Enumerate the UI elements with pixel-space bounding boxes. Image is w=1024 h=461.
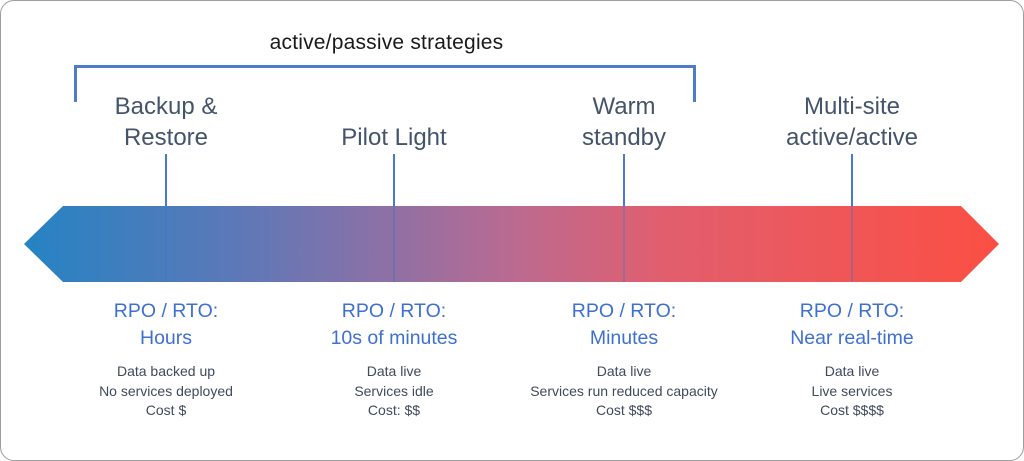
- rpo-rto-value: Minutes: [589, 327, 659, 349]
- rpo-rto-title: RPO / RTO:: [799, 300, 905, 322]
- rpo-rto-value: Near real-time: [790, 327, 914, 349]
- rpo-rto-warm-standby: RPO / RTO: Minutes: [494, 298, 754, 352]
- connector-line-multi-site: [851, 154, 853, 206]
- strategy-label-backup-restore: Backup & Restore: [114, 93, 218, 151]
- detail-line: Cost $: [145, 402, 187, 418]
- details-backup-restore: Data backed up No services deployed Cost…: [36, 362, 296, 421]
- detail-line: Data backed up: [116, 363, 216, 379]
- connector-overlay-multi-site: [851, 206, 853, 282]
- detail-line: Data live: [596, 363, 652, 379]
- rpo-rto-title: RPO / RTO:: [571, 300, 677, 322]
- strategy-label-pilot-light: Pilot Light: [341, 124, 447, 151]
- rpo-rto-title: RPO / RTO:: [113, 300, 219, 322]
- strategy-label-multi-site: Multi-site active/active: [785, 93, 919, 151]
- detail-line: Services run reduced capacity: [530, 382, 718, 399]
- strategy-label-warm-standby: Warm standby: [581, 93, 667, 151]
- detail-line: Data live: [366, 363, 422, 379]
- connector-overlay-pilot-light: [393, 206, 395, 282]
- rpo-rto-title: RPO / RTO:: [341, 300, 447, 322]
- details-warm-standby: Data live Services run reduced capacity …: [494, 362, 754, 421]
- detail-line: Live services: [811, 382, 893, 399]
- connector-line-warm-standby: [623, 154, 625, 206]
- detail-line: Cost $$$$: [820, 402, 884, 418]
- rpo-rto-value: 10s of minutes: [330, 327, 458, 349]
- detail-line: Data live: [824, 363, 880, 379]
- connector-overlay-backup-restore: [165, 206, 167, 282]
- connector-overlay-warm-standby: [623, 206, 625, 282]
- connector-line-backup-restore: [165, 154, 167, 206]
- detail-line: Cost: $$: [367, 402, 421, 418]
- details-pilot-light: Data live Services idle Cost: $$: [264, 362, 524, 421]
- double-headed-arrow-shape: [24, 206, 999, 282]
- rpo-rto-pilot-light: RPO / RTO: 10s of minutes: [264, 298, 524, 352]
- rpo-rto-backup-restore: RPO / RTO: Hours: [36, 298, 296, 352]
- detail-line: Services idle: [354, 382, 434, 399]
- bracket-title: active/passive strategies: [269, 31, 504, 54]
- details-multi-site: Data live Live services Cost $$$$: [722, 362, 982, 421]
- detail-line: Cost $$$: [595, 402, 653, 418]
- active-passive-bracket: [74, 65, 696, 102]
- rpo-rto-multi-site: RPO / RTO: Near real-time: [722, 298, 982, 352]
- connector-line-pilot-light: [393, 154, 395, 206]
- rpo-rto-value: Hours: [139, 327, 193, 349]
- detail-line: No services deployed: [99, 382, 233, 399]
